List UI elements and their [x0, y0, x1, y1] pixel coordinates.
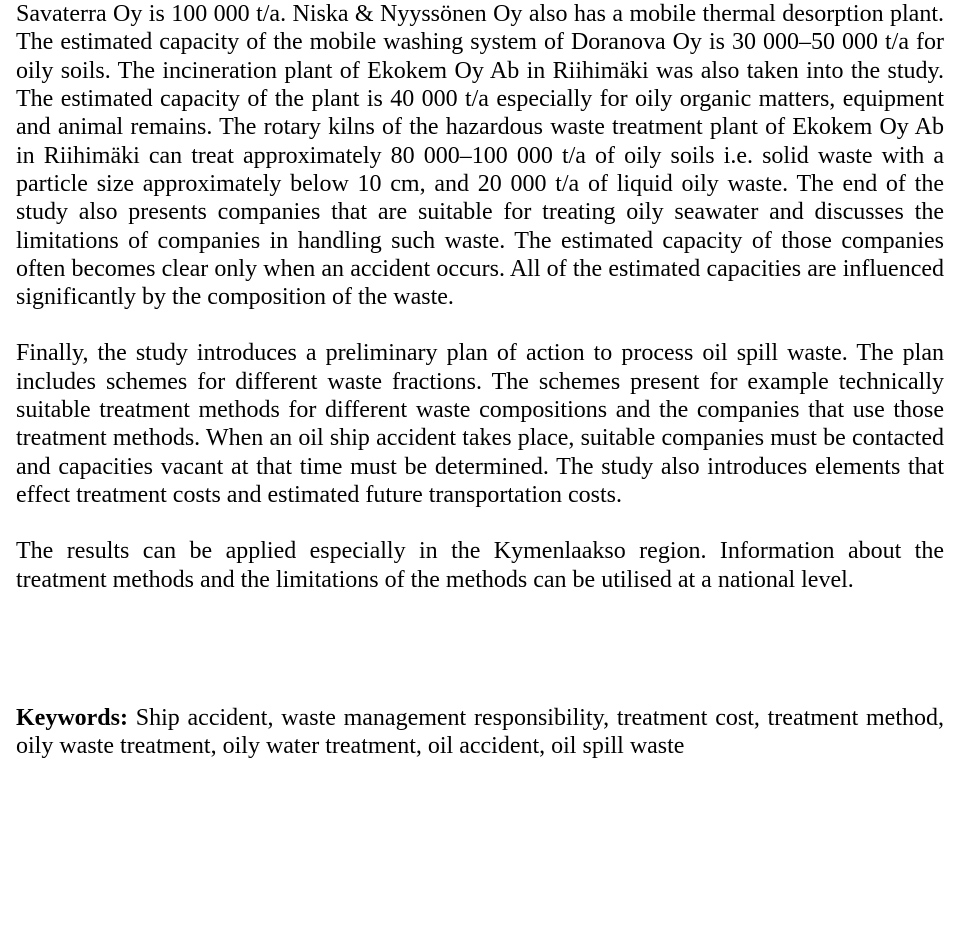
- keywords-text: Ship accident, waste management responsi…: [16, 705, 944, 759]
- body-paragraph-2: Finally, the study introduces a prelimin…: [16, 339, 944, 509]
- body-paragraph-1: Savaterra Oy is 100 000 t/a. Niska & Nyy…: [16, 0, 944, 311]
- keywords-label: Keywords:: [16, 705, 128, 731]
- body-paragraph-3: The results can be applied especially in…: [16, 537, 944, 594]
- keywords-paragraph: Keywords: Ship accident, waste managemen…: [16, 704, 944, 761]
- document-page: Savaterra Oy is 100 000 t/a. Niska & Nyy…: [0, 0, 960, 781]
